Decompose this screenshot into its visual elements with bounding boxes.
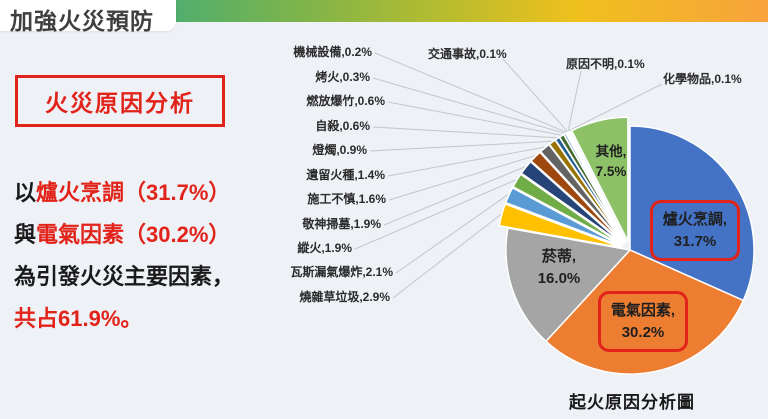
page-title: 加強火災預防: [10, 8, 154, 34]
leader-line: [354, 179, 516, 250]
pie-inner-label: 其他, 7.5%: [595, 144, 627, 179]
pie-slice-7: [530, 151, 625, 245]
leader-line: [568, 83, 663, 132]
pie-callout-label: 化學物品,0.1%: [663, 72, 742, 86]
pie-slice-2: [505, 227, 631, 343]
leader-line: [383, 166, 526, 226]
leader-line: [369, 140, 552, 152]
leader-line: [387, 146, 545, 177]
pie-slice-4: [504, 187, 623, 248]
leader-line: [372, 77, 565, 134]
section-heading-box: 火災原因分析: [15, 75, 225, 127]
pie-callout-label: 燈燭,0.9%: [312, 143, 367, 157]
chart-caption: 起火原因分析圖: [569, 393, 695, 412]
pie-slice-1: [545, 249, 745, 375]
pie-callout-label: 烤火,0.3%: [315, 70, 370, 84]
pie-inner-label-highlighted: 爐火烹調, 31.7%: [650, 200, 740, 261]
pie-slice-16: [568, 130, 627, 243]
pie-slice-5: [512, 173, 624, 247]
leader-line: [392, 214, 502, 299]
summary-line-1: 以爐火烹調（31.7%）: [14, 180, 231, 205]
pie-callout-label: 燃放爆竹,0.6%: [306, 94, 385, 108]
section-heading-label: 火災原因分析: [45, 90, 195, 116]
pie-inner-label-highlighted: 電氣因素, 30.2%: [598, 291, 688, 352]
leader-line: [388, 155, 535, 201]
pie-slice-17: [570, 116, 629, 242]
leader-line: [567, 70, 582, 132]
leader-line: [387, 101, 562, 136]
leader-lines: [354, 52, 663, 299]
summary-line-4: 共占61.9%。: [14, 306, 143, 331]
pie-callout-label: 遺留火種,1.4%: [306, 168, 385, 182]
summary-line-3: 為引發火災主要因素，: [14, 264, 235, 289]
pie-slice-6: [520, 160, 624, 246]
pie-callout-label: 原因不明,0.1%: [566, 57, 645, 71]
pie-callout-label: 交通事故,0.1%: [428, 47, 507, 61]
summary-line-2: 與電氣因素（30.2%）: [14, 222, 231, 247]
pie-callout-label: 瓦斯漏氣爆炸,2.1%: [290, 265, 393, 279]
title-background: 加強火災預防: [0, 0, 176, 34]
summary-text: 以爐火烹調（31.7%） 與電氣因素（30.2%） 為引發火災主要因素， 共占6…: [14, 172, 314, 340]
pie-callout-label: 施工不慎,1.6%: [307, 192, 386, 206]
pie-callout-label: 機械設備,0.2%: [293, 45, 372, 59]
pie-callout-label: 敬神掃墓,1.9%: [302, 217, 381, 231]
pie-callout-label: 自殺,0.6%: [315, 119, 370, 133]
pie-callout-label: 縱火,1.9%: [297, 241, 352, 255]
pie-slice-3: [498, 203, 623, 249]
leader-line: [374, 52, 567, 133]
pie-callout-label: 燒雜草垃圾,2.9%: [299, 290, 390, 304]
pie-inner-label: 菸蒂, 16.0%: [537, 248, 581, 287]
header-gradient-bar: [170, 0, 768, 22]
leader-line: [372, 126, 557, 139]
leader-line: [502, 58, 568, 132]
leader-line: [395, 194, 509, 274]
